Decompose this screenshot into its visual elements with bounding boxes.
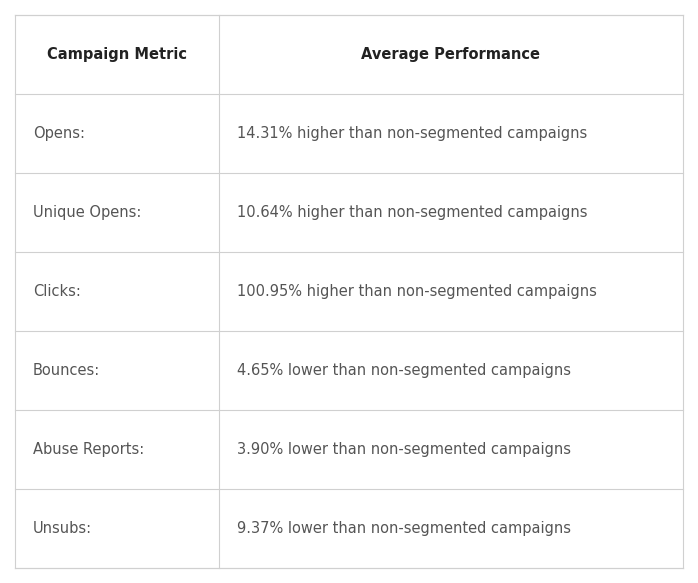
Text: 9.37% lower than non-segmented campaigns: 9.37% lower than non-segmented campaigns <box>237 521 571 536</box>
Text: 14.31% higher than non-segmented campaigns: 14.31% higher than non-segmented campaig… <box>237 126 587 141</box>
Text: Bounces:: Bounces: <box>33 363 101 378</box>
Text: Average Performance: Average Performance <box>362 47 540 62</box>
Text: 4.65% lower than non-segmented campaigns: 4.65% lower than non-segmented campaigns <box>237 363 571 378</box>
Text: Clicks:: Clicks: <box>33 284 81 299</box>
Text: Unsubs:: Unsubs: <box>33 521 92 536</box>
Text: 100.95% higher than non-segmented campaigns: 100.95% higher than non-segmented campai… <box>237 284 597 299</box>
Text: Opens:: Opens: <box>33 126 85 141</box>
Text: 3.90% lower than non-segmented campaigns: 3.90% lower than non-segmented campaigns <box>237 442 571 457</box>
Text: Campaign Metric: Campaign Metric <box>47 47 187 62</box>
Text: Unique Opens:: Unique Opens: <box>33 205 142 220</box>
Text: Abuse Reports:: Abuse Reports: <box>33 442 144 457</box>
Text: 10.64% higher than non-segmented campaigns: 10.64% higher than non-segmented campaig… <box>237 205 587 220</box>
